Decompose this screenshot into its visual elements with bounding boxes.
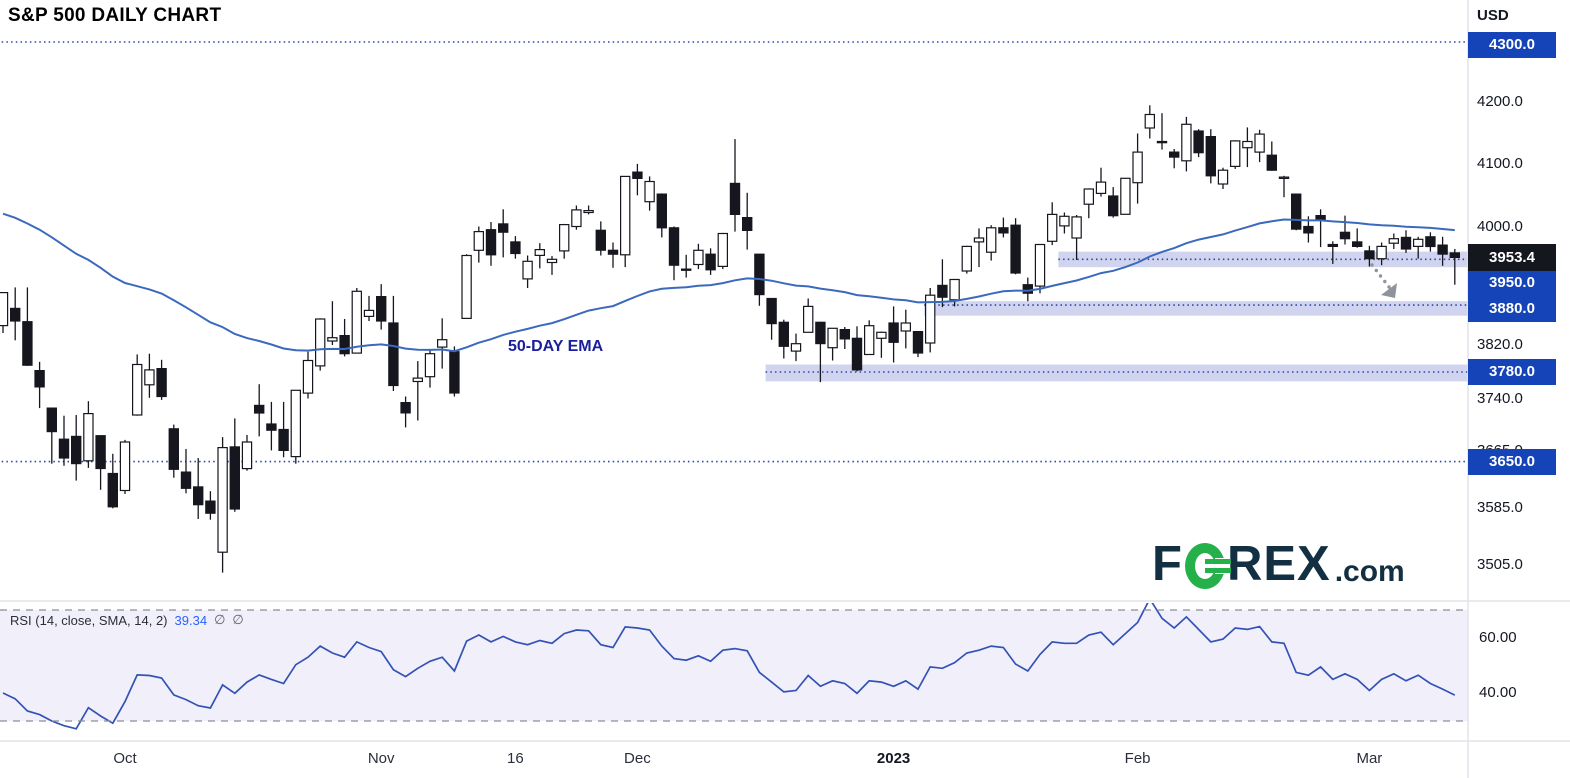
rsi-legend: RSI (14, close, SMA, 14, 2) 39.34 ∅ ∅ xyxy=(10,612,244,628)
time-tick: Mar xyxy=(1356,750,1383,767)
price-tick: 3585.0 xyxy=(1477,498,1523,516)
price-tick: 3820.0 xyxy=(1477,336,1523,353)
ema-label: 50-DAY EMA xyxy=(508,338,604,355)
price-level-badge: 4300.0 xyxy=(1468,32,1556,58)
page-title: S&P 500 DAILY CHART xyxy=(8,5,222,26)
time-tick: Feb xyxy=(1124,750,1151,767)
rsi-tick: 40.00 xyxy=(1479,684,1517,702)
rsi-value: 39.34 xyxy=(174,612,208,628)
price-tick: 4200.0 xyxy=(1477,93,1523,111)
price-tick: 4100.0 xyxy=(1477,154,1523,172)
last-price-badge: 3953.4 xyxy=(1468,243,1556,271)
price-level-badge: 3780.0 xyxy=(1468,358,1556,385)
time-tick: Oct xyxy=(113,750,137,767)
hide-indicator-icon[interactable]: ∅ xyxy=(214,612,226,627)
logo-coin-icon xyxy=(1184,543,1231,589)
rsi-title: RSI (14, close, SMA, 14, 2) xyxy=(10,612,168,628)
time-tick: 2023 xyxy=(876,750,911,767)
price-tick: 4000.0 xyxy=(1477,218,1523,236)
time-tick: Dec xyxy=(624,750,651,767)
price-tick: 3505.0 xyxy=(1477,556,1523,574)
time-tick: 16 xyxy=(507,750,524,767)
forex-com-logo: F REX .com xyxy=(1152,540,1405,589)
logo-letters-rex: REX xyxy=(1226,537,1331,591)
price-tick: 3740.0 xyxy=(1477,390,1523,408)
logo-letter-f: F xyxy=(1152,537,1183,591)
rsi-tick: 60.00 xyxy=(1479,628,1517,646)
hide-indicator-icon[interactable]: ∅ xyxy=(232,612,244,627)
price-level-badge: 3650.0 xyxy=(1468,448,1556,475)
currency-label: USD xyxy=(1477,7,1509,24)
price-level-badge: 3880.0 xyxy=(1468,296,1556,323)
time-tick: Nov xyxy=(367,750,395,767)
price-level-badge: 3950.0 xyxy=(1468,270,1556,297)
logo-tld: .com xyxy=(1334,554,1405,588)
